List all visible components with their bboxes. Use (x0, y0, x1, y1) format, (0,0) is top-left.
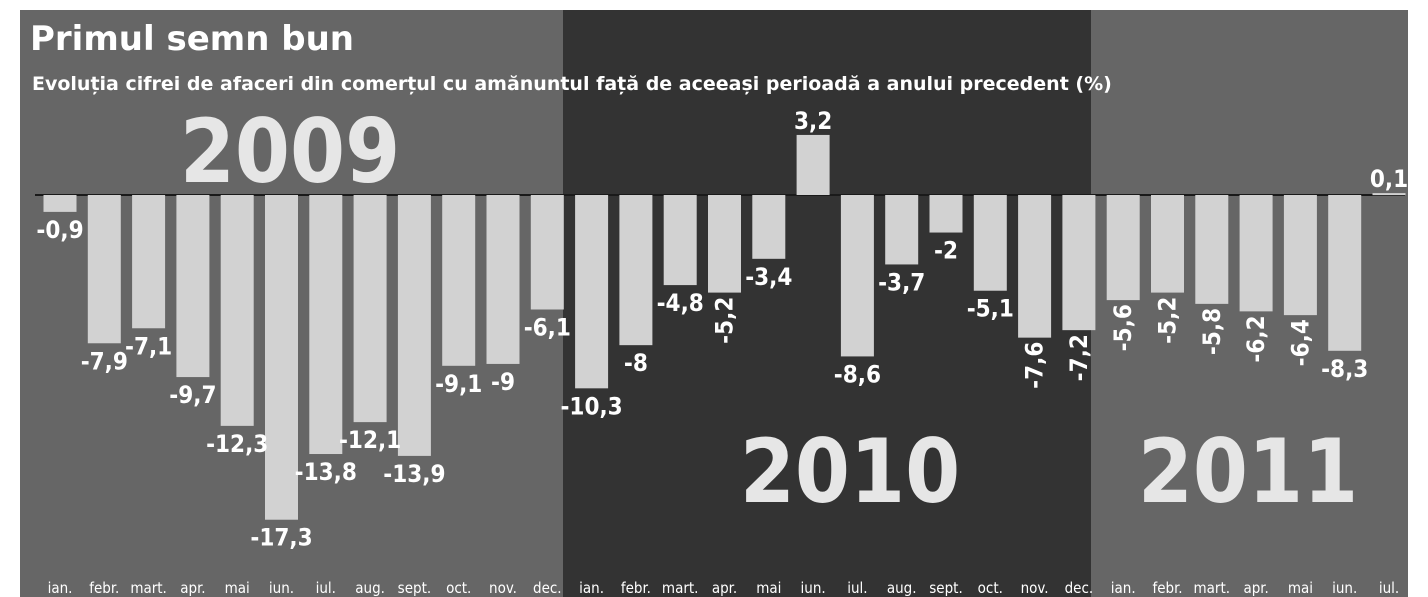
value-label: -7,2 (1065, 334, 1093, 381)
bar (309, 195, 343, 455)
tick-label: mart. (1194, 579, 1231, 597)
bar (442, 195, 476, 366)
value-label: -4,8 (657, 289, 704, 317)
bar (530, 195, 564, 310)
value-label: -3,7 (878, 268, 925, 296)
tick-label: iul. (1379, 579, 1399, 597)
tick-label: aug. (355, 579, 385, 597)
tick-label: apr. (1243, 579, 1268, 597)
value-label: -7,9 (81, 347, 128, 375)
bar (752, 195, 786, 259)
value-label: -5,2 (1154, 297, 1182, 344)
value-label: -13,9 (383, 460, 445, 488)
bar (265, 195, 298, 520)
tick-label: febr. (89, 579, 119, 597)
bar (885, 195, 919, 265)
bar (708, 195, 741, 293)
bar (1328, 195, 1362, 351)
tick-label: mai (225, 579, 250, 597)
value-label: -7,1 (125, 332, 172, 360)
tick-label: febr. (621, 579, 651, 597)
value-label: -6,1 (524, 313, 571, 341)
value-label: -5,8 (1198, 308, 1226, 355)
value-label: -0,9 (36, 216, 83, 244)
bar (87, 195, 121, 344)
tick-label: oct. (446, 579, 471, 597)
tick-label: iun. (1332, 579, 1357, 597)
value-label: -7,6 (1021, 342, 1049, 389)
chart-title: Primul semn bun (30, 19, 354, 59)
bar (663, 195, 697, 286)
value-label: -6,4 (1286, 319, 1314, 366)
value-label: -9,7 (169, 381, 216, 409)
tick-label: mai (756, 579, 781, 597)
value-label: -17,3 (250, 524, 312, 552)
bar (796, 134, 830, 195)
value-label: -12,1 (339, 426, 401, 454)
tick-label: apr. (712, 579, 737, 597)
bar (43, 195, 77, 212)
value-label: 0,1 (1370, 165, 1408, 193)
tick-label: oct. (978, 579, 1003, 597)
tick-label: nov. (489, 579, 517, 597)
tick-label: mart. (130, 579, 167, 597)
value-label: -5,1 (967, 295, 1014, 323)
tick-label: mart. (662, 579, 699, 597)
tick-label: febr. (1152, 579, 1182, 597)
bar (1372, 193, 1406, 196)
year-label-2011: 2011 (1138, 420, 1358, 523)
year-label-2010: 2010 (740, 420, 960, 523)
bar (1283, 195, 1317, 316)
bar (1239, 195, 1273, 312)
tick-label: mai (1288, 579, 1313, 597)
bar (1151, 195, 1184, 293)
bar (220, 195, 254, 426)
value-label: -5,2 (711, 297, 739, 344)
tick-label: iul. (316, 579, 336, 597)
tick-label: ian. (579, 579, 604, 597)
bar (619, 195, 653, 346)
bar (1062, 195, 1096, 331)
bar (1195, 195, 1229, 304)
tick-label: ian. (1111, 579, 1136, 597)
tick-label: dec. (533, 579, 562, 597)
bar (353, 195, 387, 423)
tick-label: apr. (180, 579, 205, 597)
tick-label: sept. (398, 579, 431, 597)
tick-label: dec. (1065, 579, 1094, 597)
value-label: -13,8 (295, 458, 357, 486)
tick-label: iun. (801, 579, 826, 597)
bar (176, 195, 210, 378)
value-label: -6,2 (1242, 315, 1270, 362)
bar (973, 195, 1007, 291)
value-label: -9 (491, 368, 515, 396)
bar (575, 195, 609, 389)
year-label-2009: 2009 (180, 100, 400, 203)
tick-label: nov. (1021, 579, 1049, 597)
bar (132, 195, 166, 329)
bar (486, 195, 520, 364)
bar (840, 195, 874, 357)
value-label: -9,1 (435, 370, 482, 398)
chart-subtitle: Evoluția cifrei de afaceri din comerțul … (32, 73, 1112, 95)
tick-label: aug. (887, 579, 917, 597)
value-label: -12,3 (206, 430, 268, 458)
value-label: -3,4 (745, 263, 792, 291)
value-label: -5,6 (1109, 304, 1137, 351)
value-label: -8,6 (834, 360, 881, 388)
value-label: -2 (934, 237, 958, 265)
bar (1106, 195, 1140, 301)
value-label: -8,3 (1321, 355, 1368, 383)
value-label: -8 (624, 349, 648, 377)
bar (1018, 195, 1052, 338)
value-label: 3,2 (794, 107, 832, 135)
tick-label: ian. (48, 579, 73, 597)
tick-label: sept. (929, 579, 962, 597)
tick-label: iun. (269, 579, 294, 597)
bar (929, 195, 963, 233)
bar (397, 195, 431, 456)
value-label: -10,3 (560, 392, 622, 420)
tick-label: iul. (847, 579, 867, 597)
